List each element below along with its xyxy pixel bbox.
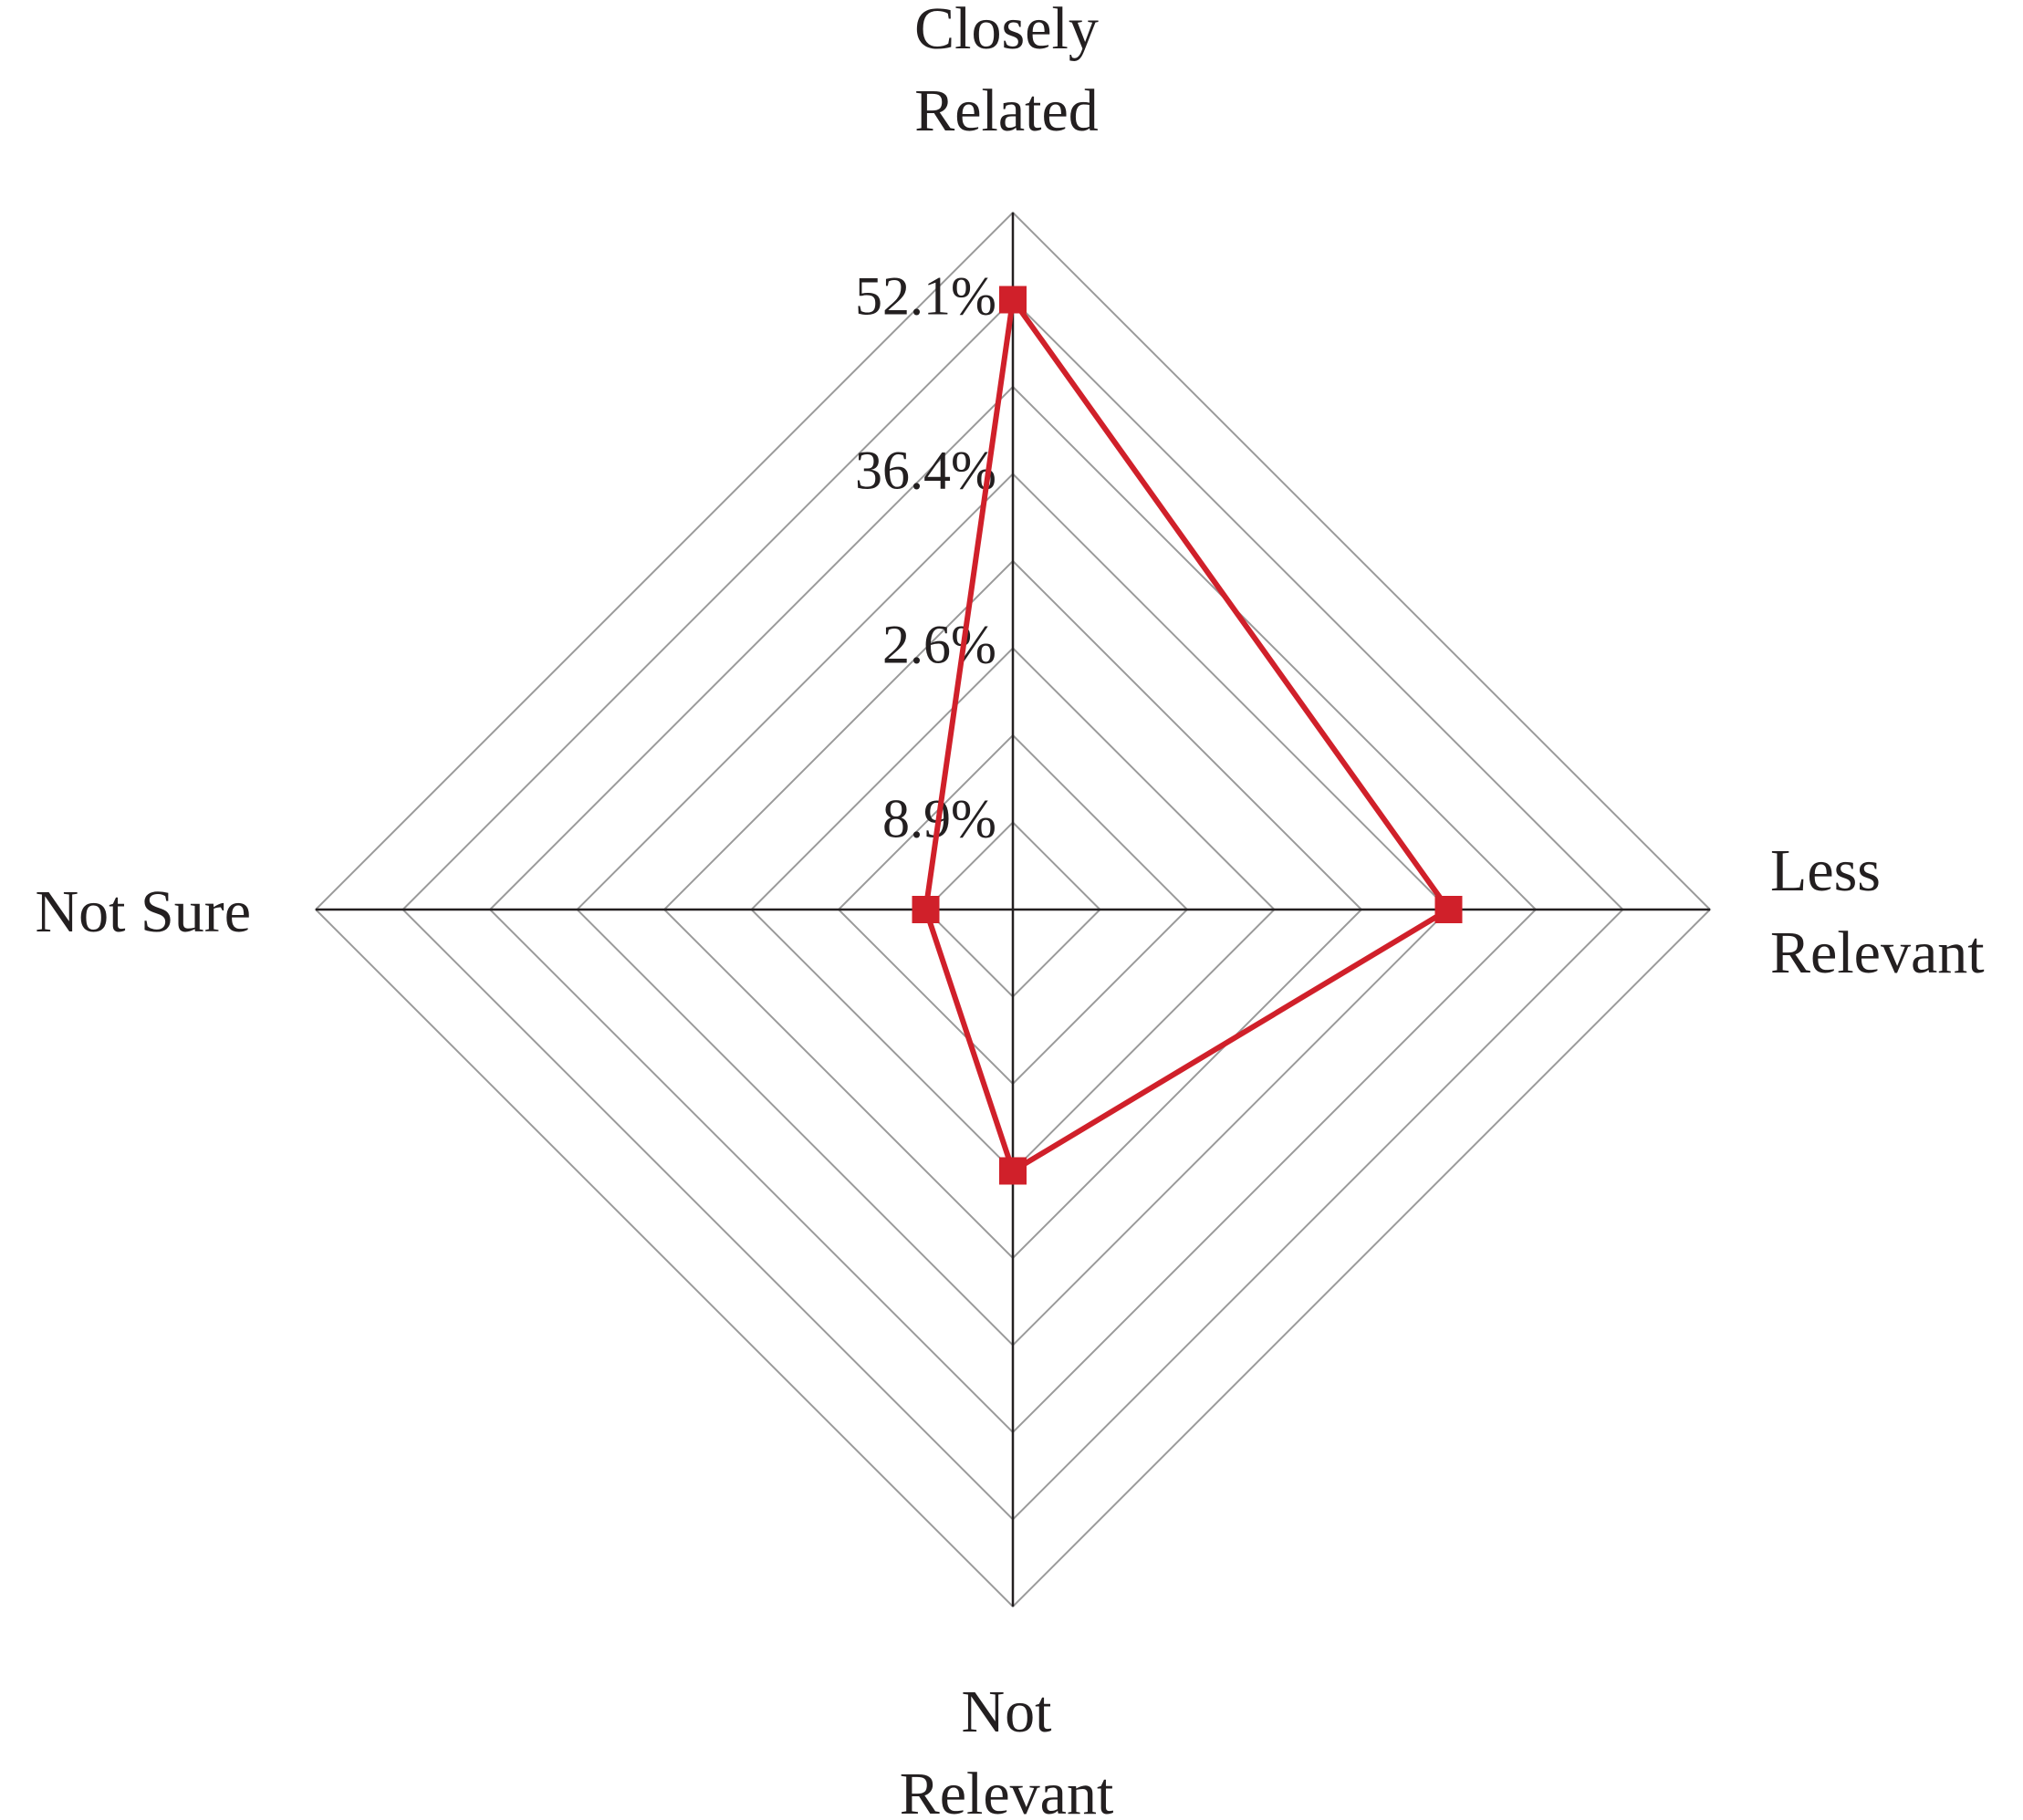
tick-label: 2.6%: [882, 614, 996, 674]
data-marker: [912, 896, 940, 923]
data-marker: [1434, 896, 1463, 923]
category-label: Closely Related: [914, 0, 1099, 144]
category-label: Not Relevant: [899, 1679, 1114, 1820]
tick-label: 52.1%: [855, 265, 996, 326]
data-marker: [999, 286, 1027, 314]
data-marker: [999, 1157, 1027, 1185]
tick-label: 36.4%: [855, 440, 996, 500]
category-label: Not Sure: [35, 879, 251, 945]
category-label: Less Relevant: [1770, 837, 1985, 986]
